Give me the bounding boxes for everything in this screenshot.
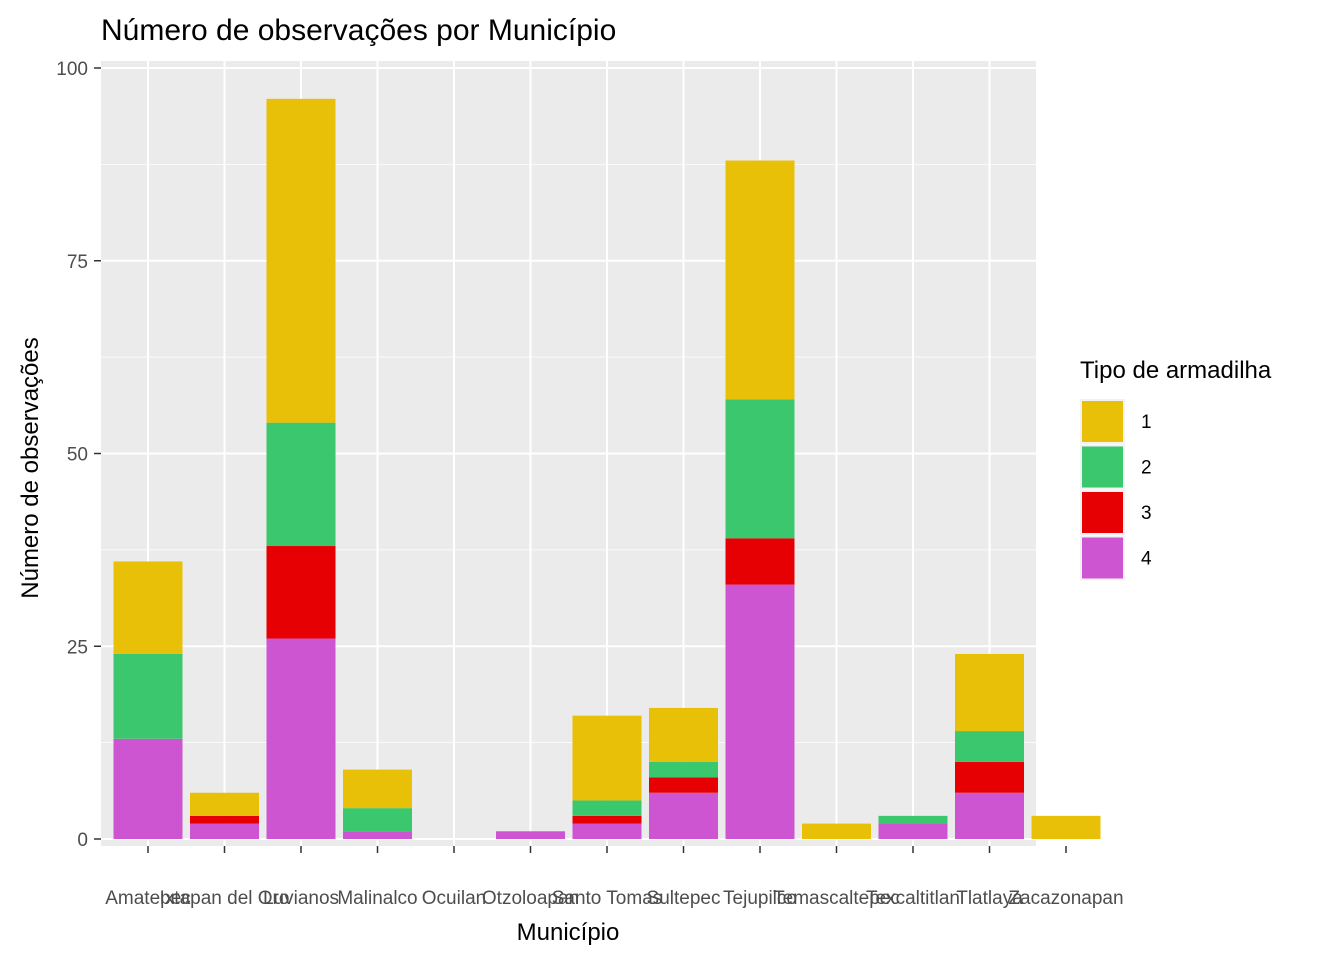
bar-segment [802, 823, 871, 839]
bar-segment [572, 823, 642, 839]
bar-segment [649, 777, 718, 793]
bar-segment [878, 823, 948, 839]
bar-segment [649, 707, 718, 762]
x-tick-label: Amatepec [105, 888, 191, 909]
bar-segment [266, 546, 336, 639]
bar-segment [190, 815, 259, 824]
y-tick-label: 100 [56, 59, 88, 80]
bar-segment [266, 638, 336, 839]
legend: Tipo de armadilha 1 2 3 4 [1080, 357, 1272, 581]
x-tick-label: Santo Tomas [552, 888, 663, 909]
y-tick-label: 0 [77, 830, 88, 851]
bar-segment [190, 823, 259, 839]
bar-segment [572, 715, 642, 801]
x-tick-label: Zacazonapan [1008, 888, 1123, 909]
legend-swatch [1082, 492, 1123, 533]
legend-title: Tipo de armadilha [1080, 357, 1272, 384]
chart-title: Número de observações por Município [101, 14, 616, 47]
bar-segment [725, 584, 795, 839]
legend-label: 1 [1141, 412, 1152, 433]
bar-segment [572, 815, 642, 824]
x-tick-label: Tejupilco [723, 888, 797, 909]
bar-segment [266, 422, 336, 547]
bar-segment [572, 800, 642, 816]
x-tick-label: Ocuilan [422, 888, 486, 909]
y-tick-label: 75 [67, 252, 88, 273]
legend-swatch [1082, 537, 1123, 579]
x-tick-label: Temascaltepec [773, 888, 900, 909]
x-tick-label: Tlatlaya [956, 888, 1023, 909]
x-tick-label: Sultepec [647, 888, 721, 909]
bar-segment [113, 738, 183, 839]
bar-segment [955, 761, 1024, 793]
bar-segment [190, 792, 259, 816]
bar-segment [1031, 815, 1101, 839]
bar-segment [878, 815, 948, 824]
bar-segment [725, 538, 795, 585]
bar-segment [725, 399, 795, 539]
x-tick-label: Texcaltitlan [866, 888, 960, 909]
bar-segment [113, 561, 183, 654]
legend-label: 3 [1141, 503, 1152, 524]
bar-segment [113, 653, 183, 739]
x-tick-label: Malinalco [337, 888, 417, 909]
bar-segment [955, 792, 1024, 839]
bars [113, 98, 1101, 839]
bar-segment [649, 761, 718, 778]
legend-swatch [1082, 401, 1123, 442]
x-tick-label: Luvianos [263, 888, 339, 909]
x-tick-label: Otzoloapan [482, 888, 579, 909]
legend-label: 2 [1141, 458, 1152, 479]
bar-segment [496, 831, 565, 839]
bar-segment [266, 98, 336, 423]
bar-segment [955, 731, 1024, 762]
x-axis-title: Município [517, 919, 620, 946]
y-axis-title: Número de observações [17, 337, 44, 598]
bar-segment [343, 831, 412, 839]
bar-segment [955, 653, 1024, 732]
bar-segment [649, 792, 718, 839]
x-tick-label: Ixtapan del Oro [160, 888, 290, 909]
bar-segment [725, 160, 795, 400]
y-tick-label: 25 [67, 637, 88, 658]
legend-label: 4 [1141, 549, 1152, 570]
y-tick-label: 50 [67, 445, 88, 466]
bar-segment [343, 808, 412, 832]
legend-swatch [1082, 446, 1123, 488]
gridlines [101, 61, 1067, 846]
bar-segment [343, 769, 412, 809]
